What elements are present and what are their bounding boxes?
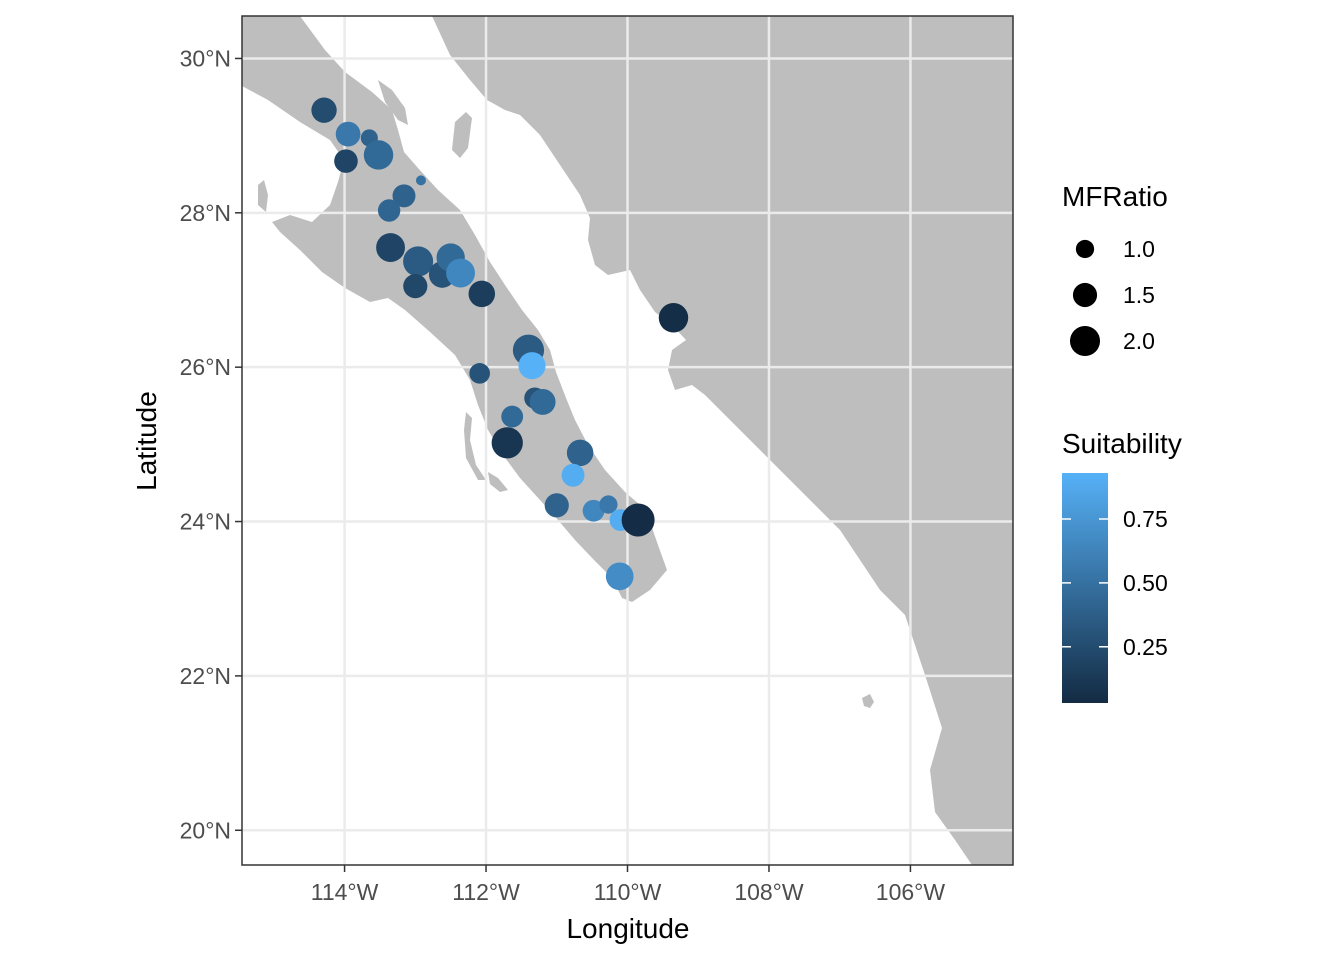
color-legend: Suitability 0.25 0.50 0.75 bbox=[1062, 428, 1182, 703]
data-point bbox=[501, 405, 524, 428]
data-point bbox=[561, 463, 585, 487]
y-tick-label: 30°N bbox=[180, 45, 231, 71]
color-legend-label: 0.50 bbox=[1123, 570, 1168, 596]
y-tick-label: 28°N bbox=[180, 200, 231, 226]
margarita-island-land bbox=[488, 472, 508, 492]
y-tick-label: 22°N bbox=[180, 663, 231, 689]
data-point bbox=[582, 499, 605, 522]
data-point bbox=[658, 303, 689, 333]
grid-major-lines bbox=[242, 16, 1013, 865]
color-bar bbox=[1062, 473, 1108, 703]
data-point bbox=[377, 199, 401, 222]
color-legend-label: 0.25 bbox=[1123, 634, 1168, 660]
size-legend-label: 2.0 bbox=[1123, 328, 1155, 354]
data-point bbox=[469, 363, 490, 384]
islas-marias-land bbox=[862, 694, 874, 708]
size-legend-title: MFRatio bbox=[1062, 181, 1168, 212]
y-tick-label: 20°N bbox=[180, 817, 231, 843]
data-point bbox=[621, 503, 655, 537]
data-point bbox=[392, 184, 416, 208]
data-point bbox=[529, 388, 556, 415]
data-point bbox=[376, 233, 405, 262]
data-point bbox=[468, 280, 496, 308]
data-point bbox=[363, 140, 394, 170]
angel-de-la-guarda-island-land bbox=[378, 80, 408, 125]
data-point bbox=[599, 495, 618, 514]
magdalena-island-land bbox=[464, 412, 486, 480]
x-tick-label: 112°W bbox=[452, 879, 520, 905]
cedros-island-land bbox=[258, 180, 268, 212]
data-point bbox=[403, 274, 428, 299]
x-axis-title: Longitude bbox=[566, 913, 689, 944]
y-tick-label: 26°N bbox=[180, 354, 231, 380]
size-legend-key bbox=[1075, 239, 1095, 259]
size-legend: MFRatio 1.0 1.5 2.0 bbox=[1062, 181, 1168, 357]
x-tick-label: 106°W bbox=[876, 879, 946, 905]
data-point bbox=[334, 149, 358, 173]
data-points bbox=[311, 97, 689, 591]
y-axis: 20°N 22°N 24°N 26°N 28°N 30°N bbox=[180, 45, 242, 843]
data-point bbox=[566, 439, 594, 467]
x-tick-label: 108°W bbox=[734, 879, 804, 905]
data-point bbox=[518, 352, 546, 380]
size-legend-key bbox=[1072, 282, 1098, 308]
data-point bbox=[415, 175, 426, 186]
color-legend-label: 0.75 bbox=[1123, 506, 1168, 532]
plot-panel bbox=[241, 15, 1014, 866]
color-legend-title: Suitability bbox=[1062, 428, 1182, 459]
size-legend-label: 1.5 bbox=[1123, 282, 1155, 308]
data-point bbox=[311, 97, 337, 123]
data-point bbox=[335, 121, 361, 147]
size-legend-key bbox=[1069, 325, 1101, 357]
data-point bbox=[403, 246, 434, 277]
data-point bbox=[446, 258, 476, 288]
x-axis: 114°W 112°W 110°W 108°W 106°W bbox=[311, 865, 946, 905]
tiburon-island-land bbox=[452, 112, 472, 158]
data-point bbox=[605, 562, 634, 591]
size-legend-label: 1.0 bbox=[1123, 236, 1155, 262]
x-tick-label: 114°W bbox=[311, 879, 379, 905]
y-tick-label: 24°N bbox=[180, 509, 231, 535]
x-tick-label: 110°W bbox=[594, 879, 662, 905]
mainland-land bbox=[432, 16, 1013, 865]
data-point bbox=[491, 427, 523, 459]
y-axis-title: Latitude bbox=[131, 391, 162, 491]
data-point bbox=[544, 493, 569, 518]
